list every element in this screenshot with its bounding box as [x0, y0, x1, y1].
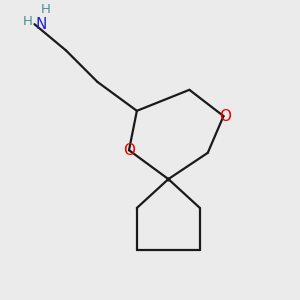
Text: H: H	[41, 3, 51, 16]
Text: H: H	[23, 15, 33, 28]
Text: O: O	[220, 109, 232, 124]
Text: N: N	[35, 17, 46, 32]
Text: O: O	[123, 143, 135, 158]
